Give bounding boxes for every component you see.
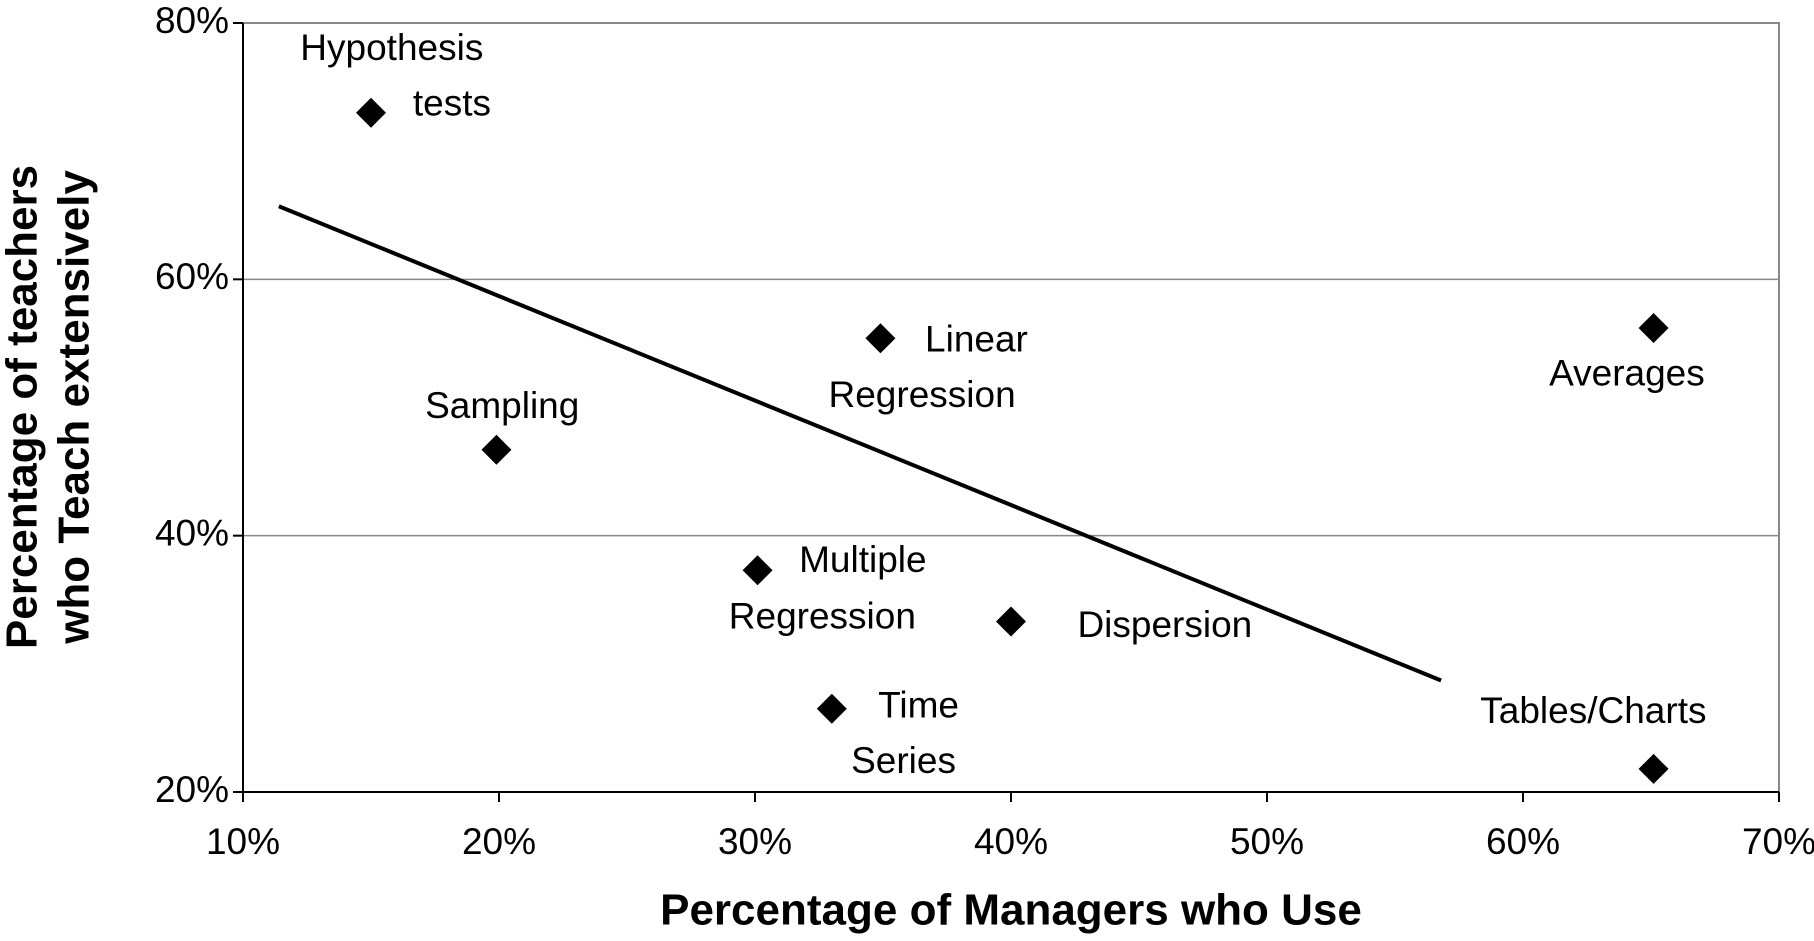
y-tick-label: 20% (155, 769, 229, 810)
point-label: Sampling (425, 385, 579, 426)
x-tick-label: 50% (1230, 821, 1304, 862)
marker (1638, 313, 1669, 344)
y-tick-label: 60% (155, 256, 229, 297)
point-label: Multiple (799, 539, 927, 580)
x-tick-label: 30% (718, 821, 792, 862)
point-label: Time (878, 684, 959, 725)
marker (1638, 753, 1669, 784)
x-tick-label: 10% (206, 821, 280, 862)
trend-line (278, 204, 1442, 683)
point-label: Hypothesis (300, 27, 483, 68)
y-axis-title-line: Percentage of teachers (0, 165, 47, 649)
y-tick-label: 40% (155, 512, 229, 553)
point-label: Regression (729, 596, 916, 637)
point-label: tests (413, 83, 491, 124)
marker (481, 434, 512, 465)
marker (356, 97, 386, 128)
y-tick-label: 80% (155, 0, 229, 41)
marker (816, 693, 847, 724)
x-tick-label: 60% (1486, 821, 1560, 862)
y-axis-title-line: who Teach extensively (50, 170, 99, 645)
y-axis-title: Percentage of teachers who Teach extensi… (0, 165, 99, 649)
point-label: Tables/Charts (1480, 690, 1706, 731)
x-tick-label: 20% (462, 821, 536, 862)
point-label: Dispersion (1077, 604, 1252, 645)
marker (742, 555, 773, 586)
point-label: Linear (925, 319, 1028, 360)
x-axis-title: Percentage of Managers who Use (660, 886, 1362, 935)
x-tick-label: 40% (974, 821, 1048, 862)
point-label: Regression (829, 374, 1016, 415)
marker (996, 606, 1026, 637)
x-tick-label: 70% (1742, 821, 1814, 862)
marker (865, 323, 896, 354)
point-label: Averages (1549, 352, 1705, 393)
point-label: Series (851, 740, 956, 781)
